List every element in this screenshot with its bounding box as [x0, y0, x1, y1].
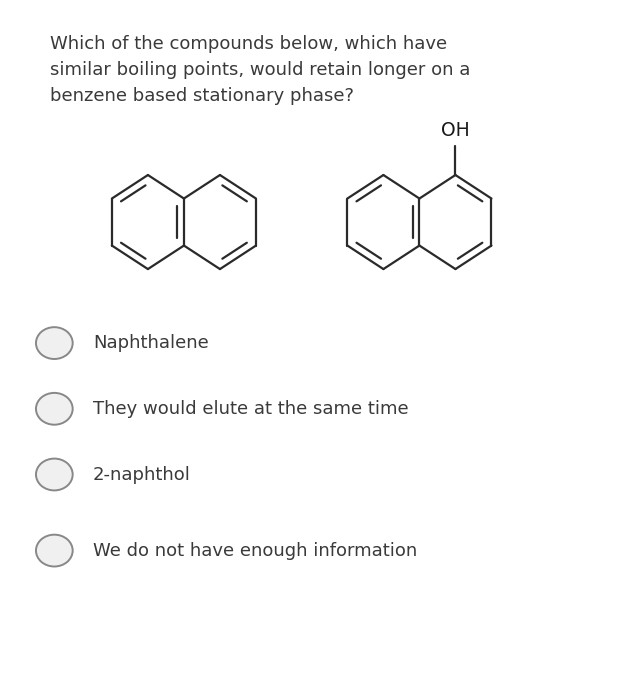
Ellipse shape [36, 458, 73, 491]
Text: We do not have enough information: We do not have enough information [93, 542, 417, 559]
Ellipse shape [36, 535, 73, 566]
Text: OH: OH [441, 121, 470, 140]
Ellipse shape [36, 327, 73, 359]
Ellipse shape [36, 393, 73, 425]
Text: Which of the compounds below, which have
similar boiling points, would retain lo: Which of the compounds below, which have… [50, 35, 471, 105]
Text: They would elute at the same time: They would elute at the same time [93, 400, 409, 418]
Text: 2-naphthol: 2-naphthol [93, 466, 191, 484]
Text: Naphthalene: Naphthalene [93, 334, 208, 352]
